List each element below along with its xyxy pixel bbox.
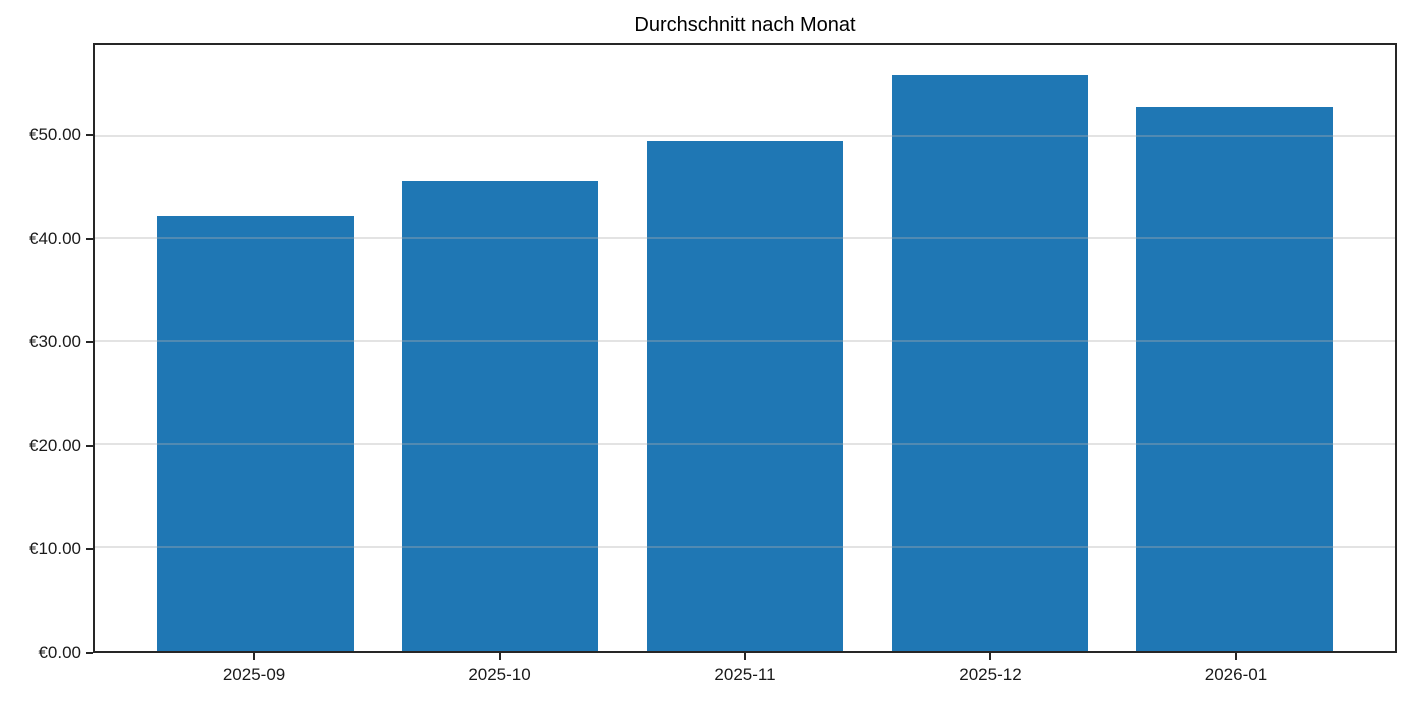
y-tick-label: €10.00	[29, 539, 81, 559]
x-tick-label-2025-12: 2025-12	[959, 665, 1022, 684]
y-tick-mark	[86, 548, 93, 551]
y-tick-mark	[86, 134, 93, 137]
y-tick-label: €50.00	[29, 125, 81, 145]
x-tick-label-2025-10: 2025-10	[468, 665, 531, 684]
chart-title: Durchschnitt nach Monat	[634, 14, 856, 36]
y-tick-label: €30.00	[29, 332, 81, 352]
x-tick-label-2026-01: 2026-01	[1204, 665, 1268, 684]
bar-2025-10	[402, 180, 599, 651]
x-tick-mark	[744, 653, 746, 660]
y-tick-mark	[86, 237, 93, 240]
bar-2025-11	[646, 140, 844, 651]
y-tick-mark	[86, 341, 93, 344]
bars-layer	[95, 45, 1395, 651]
x-tick-mark	[253, 653, 256, 660]
y-tick-label: €20.00	[29, 435, 81, 455]
x-tick-mark	[1234, 653, 1237, 660]
x-tick-label-2025-09: 2025-09	[222, 665, 286, 684]
plot-area	[93, 43, 1397, 653]
y-tick-mark	[86, 444, 93, 447]
y-tick-mark	[86, 652, 93, 654]
bar-2025-09	[157, 215, 354, 651]
x-tick-mark	[989, 653, 992, 660]
y-tick-label: €0.00	[38, 643, 81, 662]
x-tick-mark	[498, 653, 501, 660]
y-tick-label: €40.00	[29, 228, 81, 248]
bar-2026-01	[1136, 106, 1333, 651]
bar-2025-12	[891, 74, 1088, 651]
x-tick-label-2025-11: 2025-11	[714, 665, 776, 684]
